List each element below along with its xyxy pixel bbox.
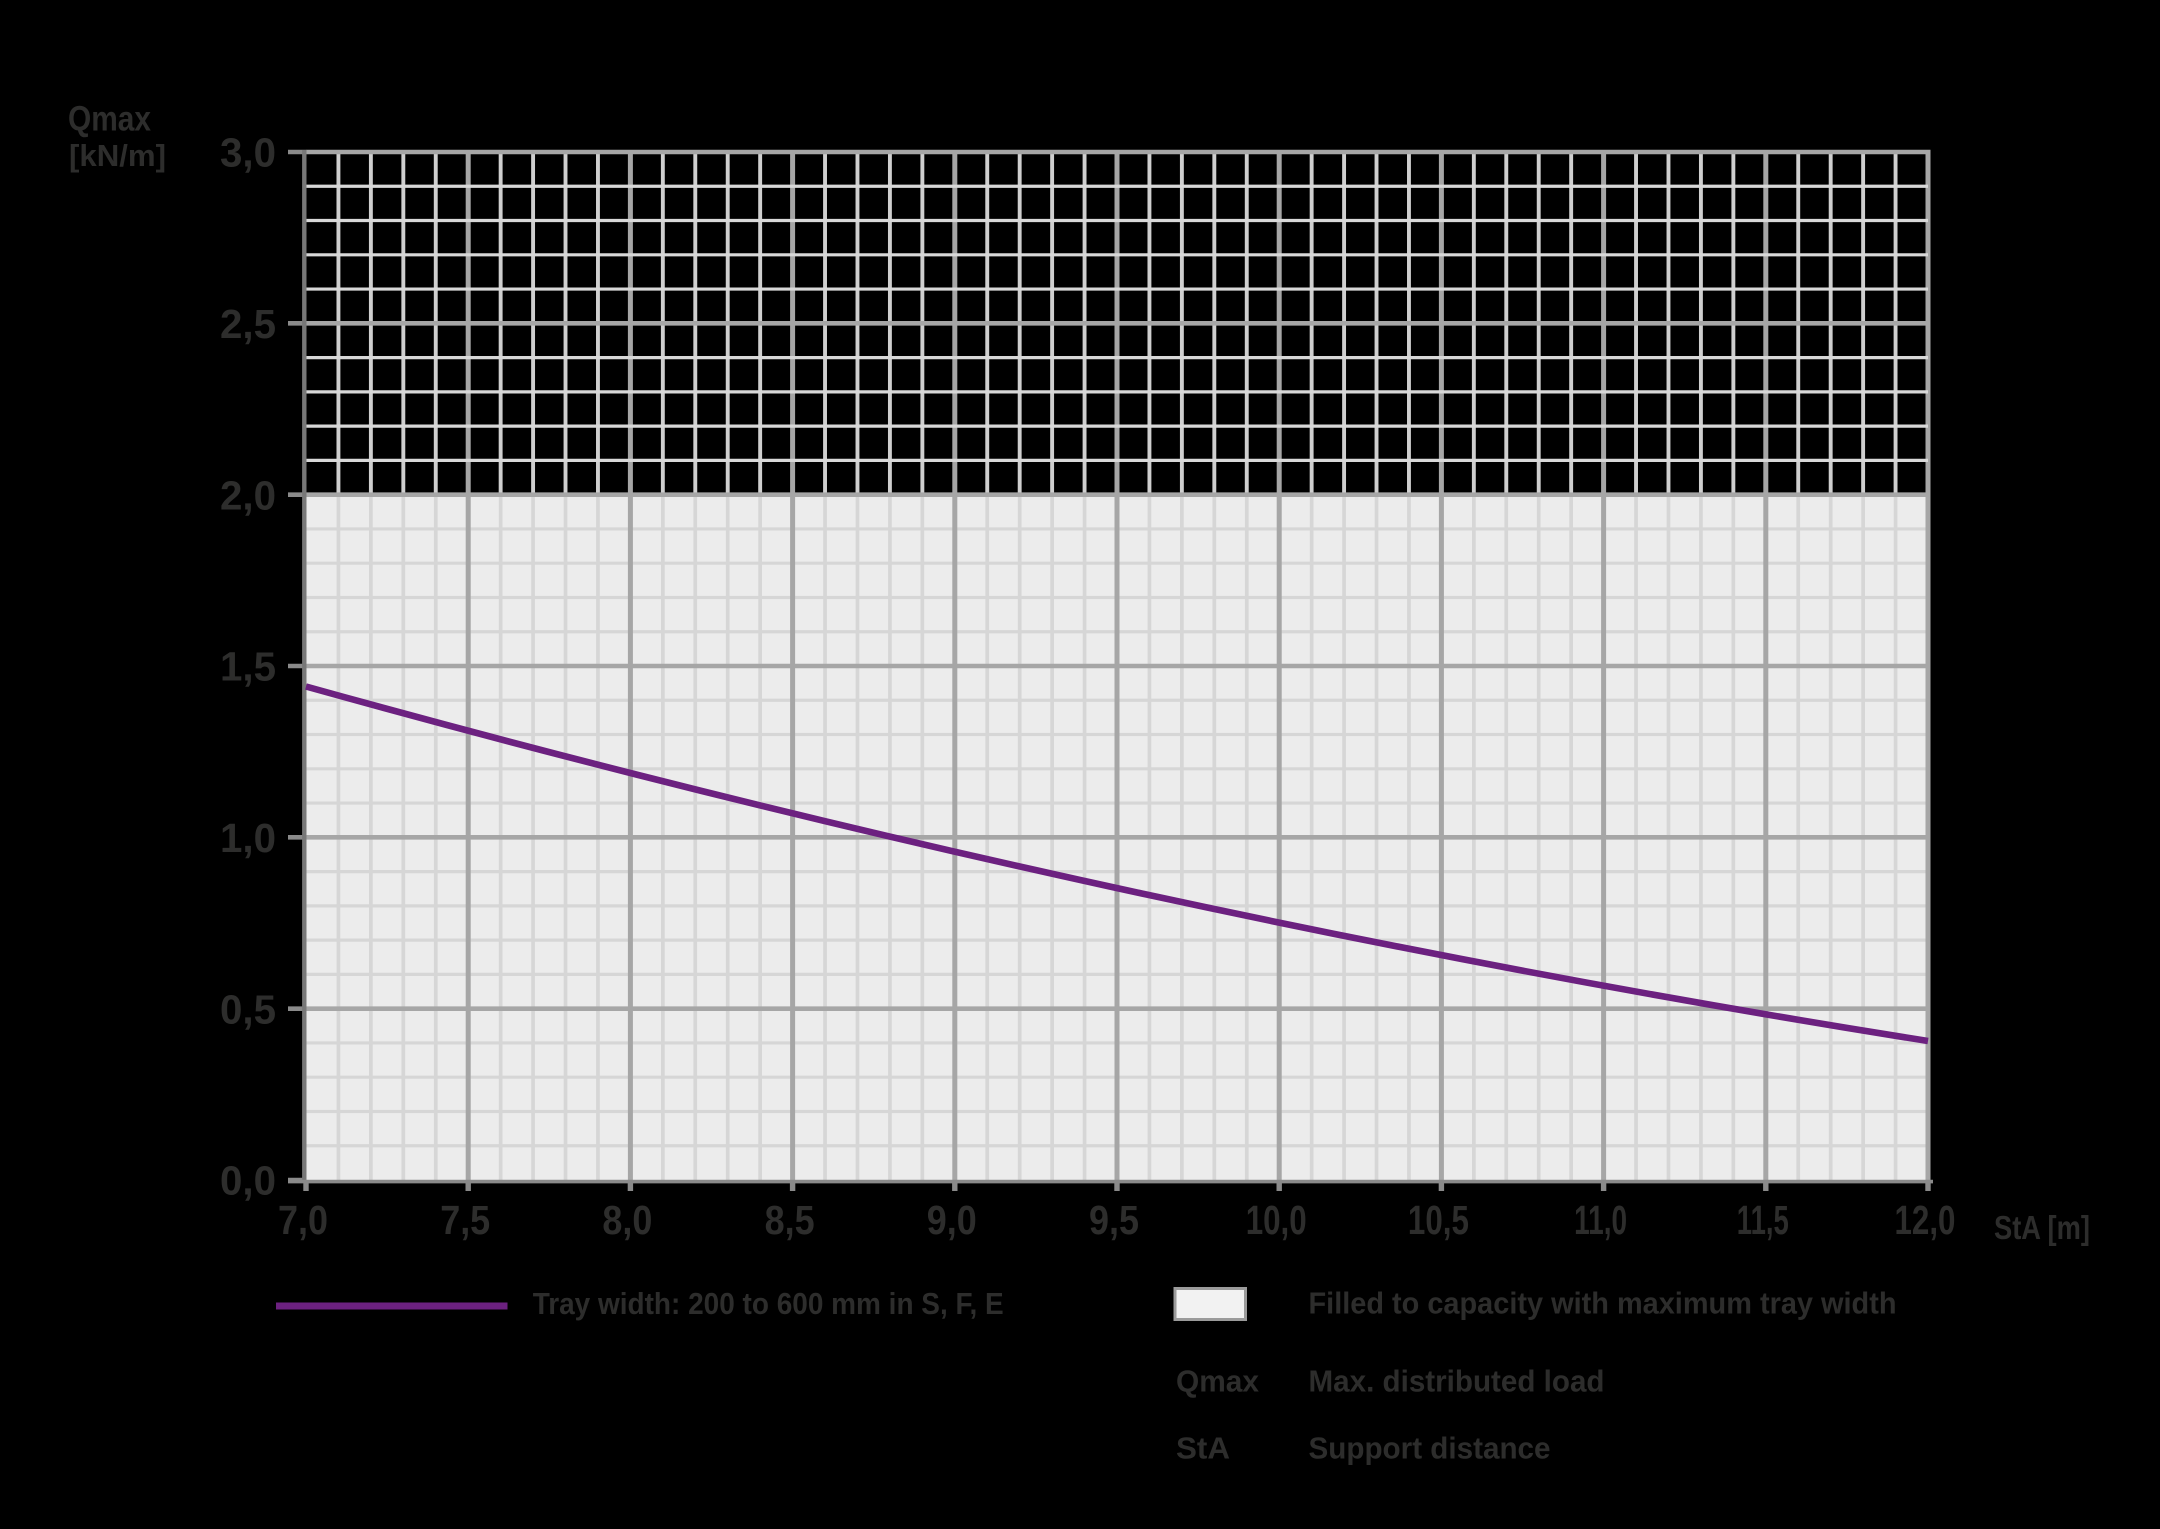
svg-text:2,5: 2,5 — [220, 301, 276, 347]
svg-text:0,5: 0,5 — [220, 986, 276, 1032]
svg-text:Qmax: Qmax — [1176, 1365, 1259, 1399]
svg-text:3,0: 3,0 — [220, 130, 276, 176]
svg-text:7,5: 7,5 — [440, 1197, 490, 1243]
svg-text:8,5: 8,5 — [765, 1197, 815, 1243]
svg-text:Tray width: 200 to 600 mm in S: Tray width: 200 to 600 mm in S, F, E — [533, 1287, 1004, 1321]
svg-text:2,0: 2,0 — [220, 472, 276, 518]
svg-text:12,0: 12,0 — [1895, 1197, 1956, 1243]
svg-text:9,0: 9,0 — [927, 1197, 977, 1243]
svg-text:10,5: 10,5 — [1408, 1197, 1469, 1243]
svg-text:1,5: 1,5 — [220, 644, 276, 690]
svg-text:11,5: 11,5 — [1737, 1197, 1789, 1243]
svg-text:1,0: 1,0 — [220, 815, 276, 861]
svg-text:Filled to capacity with maximu: Filled to capacity with maximum tray wid… — [1309, 1287, 1897, 1321]
svg-text:StA: StA — [1176, 1432, 1230, 1466]
svg-text:Support distance: Support distance — [1309, 1432, 1551, 1466]
svg-text:Qmax: Qmax — [68, 100, 151, 139]
svg-text:[kN/m]: [kN/m] — [69, 138, 166, 173]
svg-text:0,0: 0,0 — [220, 1158, 276, 1204]
svg-text:10,0: 10,0 — [1246, 1197, 1307, 1243]
svg-text:8,0: 8,0 — [602, 1197, 652, 1243]
svg-text:StA [m]: StA [m] — [1994, 1209, 2090, 1246]
svg-text:Max. distributed load: Max. distributed load — [1309, 1365, 1605, 1399]
svg-text:11,0: 11,0 — [1574, 1197, 1627, 1243]
svg-text:9,5: 9,5 — [1089, 1197, 1139, 1243]
svg-text:7,0: 7,0 — [278, 1197, 328, 1243]
